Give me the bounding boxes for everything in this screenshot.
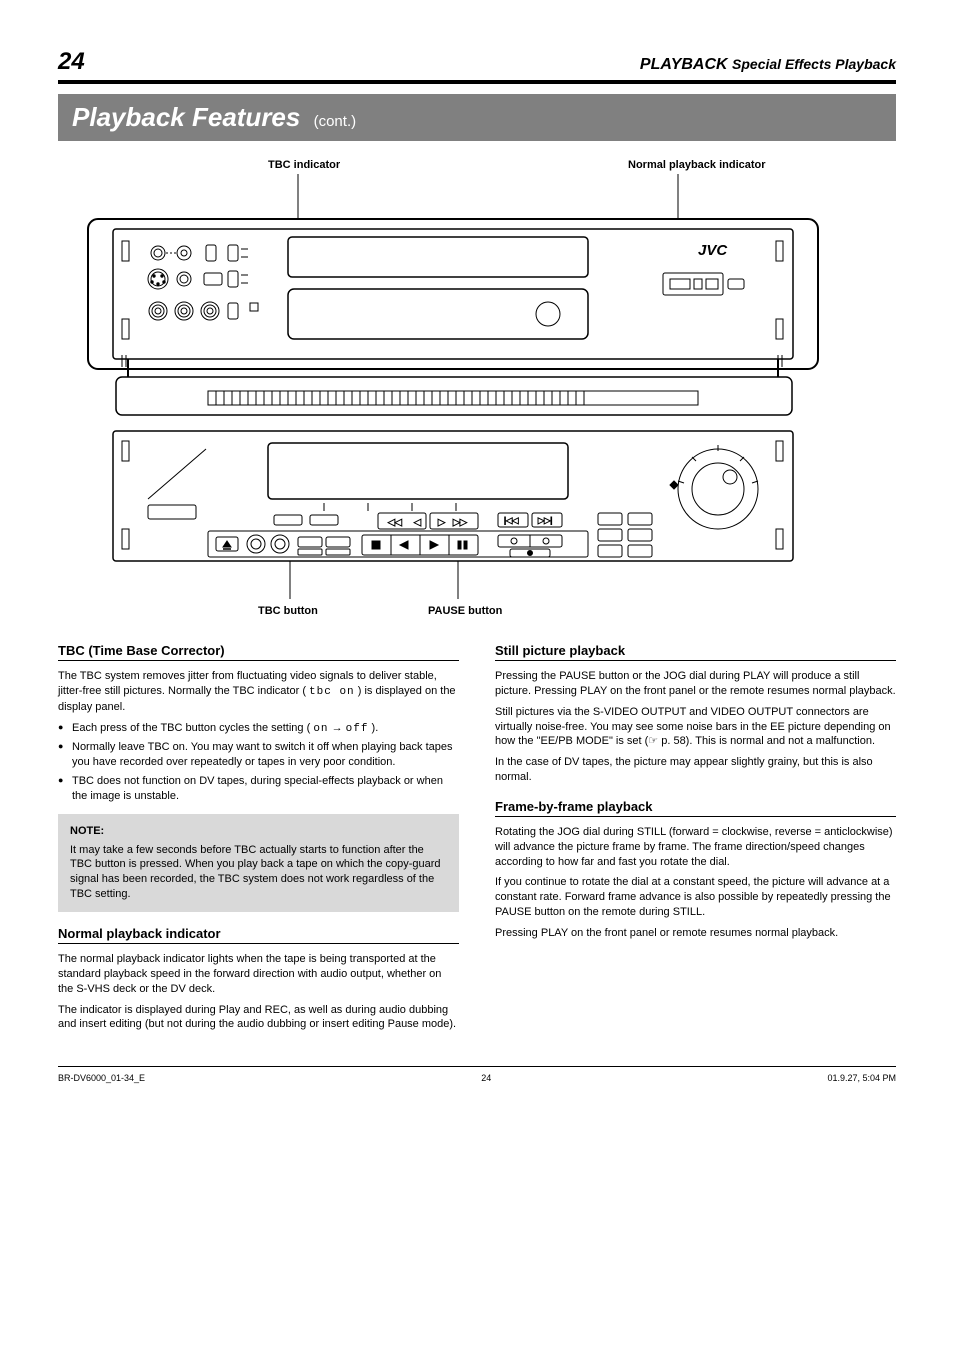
heading-frame: Frame-by-frame playback <box>495 799 896 817</box>
tbc-bullet-1-a: Each press of the TBC button cycles the … <box>72 722 310 734</box>
page-footer: BR-DV6000_01-34_E 24 01.9.27, 5:04 PM <box>58 1066 896 1083</box>
normal-play-p1: The normal playback indicator lights whe… <box>58 952 459 997</box>
callout-pause-button: PAUSE button <box>428 605 502 618</box>
footer-center: 24 <box>481 1073 491 1083</box>
tbc-bullets: Each press of the TBC button cycles the … <box>58 721 459 804</box>
frame-p1: Rotating the JOG dial during STILL (forw… <box>495 825 896 870</box>
header-rule <box>58 80 896 84</box>
normal-play-p2: The indicator is displayed during Play a… <box>58 1003 459 1033</box>
right-column: Still picture playback Pressing the PAUS… <box>495 629 896 1038</box>
section-path: PLAYBACK Special Effects Playback <box>640 56 896 74</box>
brand-text: JVC <box>698 242 728 259</box>
device-diagram: TBC indicator Normal playback indicator … <box>58 159 896 619</box>
tbc-intro: The TBC system removes jitter from fluct… <box>58 669 459 715</box>
svg-text:▶: ▶ <box>438 517 445 527</box>
section-path-main: PLAYBACK <box>640 56 728 73</box>
tbc-bullet-2-text: Normally leave TBC on. You may want to s… <box>72 741 453 768</box>
tbc-bullet-3: TBC does not function on DV tapes, durin… <box>58 774 459 804</box>
footer-left: BR-DV6000_01-34_E <box>58 1073 145 1083</box>
body-columns: TBC (Time Base Corrector) The TBC system… <box>58 629 896 1038</box>
heading-tbc: TBC (Time Base Corrector) <box>58 643 459 661</box>
callout-normal-play: Normal playback indicator <box>628 159 766 172</box>
page-number: 24 <box>58 48 85 76</box>
lower-deck: ◀◀ ▶▶ ◀ ▶ |◀◀ ▶▶| <box>113 431 793 561</box>
svg-text:◀◀: ◀◀ <box>388 517 402 527</box>
left-column: TBC (Time Base Corrector) The TBC system… <box>58 629 459 1038</box>
still-p2: Still pictures via the S-VIDEO OUTPUT an… <box>495 705 896 750</box>
tbc-bullet-3-text: TBC does not function on DV tapes, durin… <box>72 775 443 802</box>
title-bar: Playback Features (cont.) <box>58 94 896 141</box>
still-p1: Pressing the PAUSE button or the JOG dia… <box>495 669 896 699</box>
frame-p2: If you continue to rotate the dial at a … <box>495 875 896 920</box>
device-svg: JVC <box>58 159 896 599</box>
svg-text:◀: ◀ <box>414 517 421 527</box>
tbc-bullet-1-b: ). <box>372 722 379 734</box>
heading-normal-play: Normal playback indicator <box>58 926 459 944</box>
tbc-bullet-1-seg-on: on <box>313 723 328 735</box>
arrow-icon: → <box>332 722 346 734</box>
tbc-seg-indicator: tbc on <box>309 686 355 698</box>
tbc-note-box: NOTE: It may take a few seconds before T… <box>58 814 459 912</box>
tbc-bullet-2: Normally leave TBC on. You may want to s… <box>58 740 459 770</box>
heading-still: Still picture playback <box>495 643 896 661</box>
title-main: Playback Features <box>72 102 300 132</box>
svg-text:▶▶: ▶▶ <box>453 517 467 527</box>
tbc-bullet-1: Each press of the TBC button cycles the … <box>58 721 459 737</box>
svg-text:▶▶|: ▶▶| <box>538 516 552 525</box>
note-heading: NOTE: <box>70 824 447 839</box>
frame-p3: Pressing PLAY on the front panel or remo… <box>495 926 896 941</box>
page-header: 24 PLAYBACK Special Effects Playback <box>58 48 896 76</box>
callout-tbc-button: TBC button <box>258 605 318 618</box>
still-p3: In the case of DV tapes, the picture may… <box>495 755 896 785</box>
upper-chassis: JVC <box>88 219 818 415</box>
title-cont: (cont.) <box>314 113 357 130</box>
callout-tbc-indicator: TBC indicator <box>268 159 340 172</box>
tbc-bullet-1-seg-off: off <box>346 723 369 735</box>
svg-text:|◀◀: |◀◀ <box>504 516 519 525</box>
note-body: It may take a few seconds before TBC act… <box>70 843 447 902</box>
footer-right: 01.9.27, 5:04 PM <box>827 1073 896 1083</box>
section-path-sub: Special Effects Playback <box>732 56 896 72</box>
